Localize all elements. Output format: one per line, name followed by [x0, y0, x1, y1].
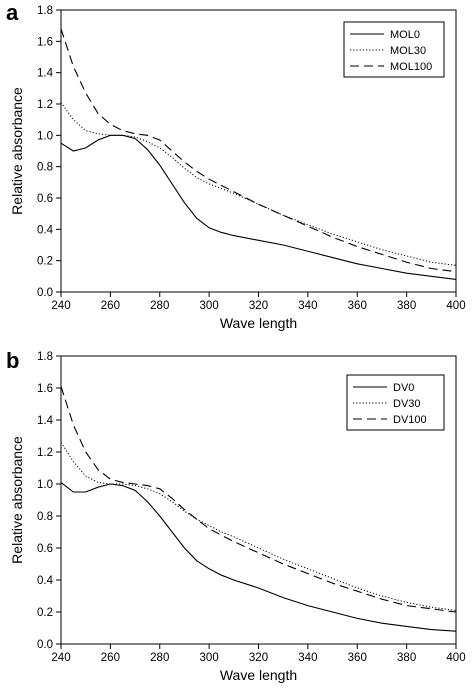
chart-panel-b: b 240 260 280 300 320 340 360 380 400 0.0 0.2 0.4 0.6… [6, 348, 466, 683]
x-tick-label: 380 [397, 652, 416, 664]
legend-label: DV0 [393, 382, 414, 394]
y-tick-label: 1.2 [37, 99, 53, 111]
legend: DV0 DV30 DV100 [346, 374, 445, 431]
y-tick-label: 0.8 [37, 162, 53, 174]
legend-label: MOL0 [390, 29, 420, 41]
x-tick-label: 360 [348, 300, 367, 312]
series-line-mol30 [60, 102, 457, 266]
y-tick-label: 1.4 [37, 415, 54, 427]
y-axis-label: Relative absorbance [9, 436, 25, 564]
y-tick-label: 0.0 [37, 639, 53, 651]
y-tick-label: 1.8 [37, 5, 53, 17]
legend-label: MOL100 [390, 61, 432, 73]
y-tick-label: 0.4 [37, 224, 54, 236]
panel-letter: b [6, 348, 19, 373]
y-tick-label: 0.2 [37, 607, 53, 619]
x-tick-label: 260 [101, 300, 120, 312]
series-line-dv0 [60, 481, 457, 632]
panel-letter: a [6, 0, 19, 25]
x-tick-label: 300 [200, 652, 219, 664]
x-tick-label: 360 [348, 652, 367, 664]
y-tick-label: 0.2 [37, 256, 53, 268]
x-tick-label: 240 [51, 300, 70, 312]
series-line-dv100 [60, 386, 457, 613]
x-axis-label: Wave length [220, 315, 297, 331]
y-tick-label: 0.4 [37, 575, 54, 587]
series-line-mol100 [60, 28, 457, 273]
x-tick-label: 320 [249, 300, 268, 312]
x-tick-label: 380 [397, 300, 416, 312]
x-tick-label: 280 [150, 652, 169, 664]
y-tick-label: 1.2 [37, 447, 53, 459]
x-tick-label: 400 [446, 652, 465, 664]
y-tick-label: 0.0 [37, 287, 53, 299]
x-axis-label: Wave length [220, 667, 297, 683]
y-tick-label: 0.6 [37, 543, 53, 555]
x-tick-label: 320 [249, 652, 268, 664]
legend-label: MOL30 [390, 45, 426, 57]
y-tick-label: 1.0 [37, 479, 53, 491]
x-tick-label: 300 [200, 300, 219, 312]
y-tick-label: 1.0 [37, 130, 53, 142]
x-tick-label: 400 [446, 300, 465, 312]
y-axis-label: Relative absorbance [9, 87, 25, 215]
series-line-mol0 [60, 134, 457, 281]
y-tick-label: 0.8 [37, 511, 53, 523]
x-tick-label: 260 [101, 652, 120, 664]
x-tick-label: 340 [298, 300, 317, 312]
legend-label: DV30 [393, 398, 421, 410]
y-tick-label: 1.8 [37, 351, 53, 363]
y-tick-label: 0.6 [37, 193, 53, 205]
x-tick-label: 340 [298, 652, 317, 664]
x-tick-label: 240 [51, 652, 70, 664]
y-tick-label: 1.6 [37, 383, 53, 395]
y-tick-label: 1.4 [37, 68, 54, 80]
chart-panel-a: a 240 260 280 300 320 340 360 380 400 0.0 0.2 0.4 0.6… [6, 0, 466, 331]
y-tick-label: 1.6 [37, 36, 53, 48]
x-tick-label: 280 [150, 300, 169, 312]
legend: MOL0 MOL30 MOL100 [343, 21, 445, 78]
legend-label: DV100 [393, 414, 427, 426]
series-line-dv30 [60, 442, 457, 611]
